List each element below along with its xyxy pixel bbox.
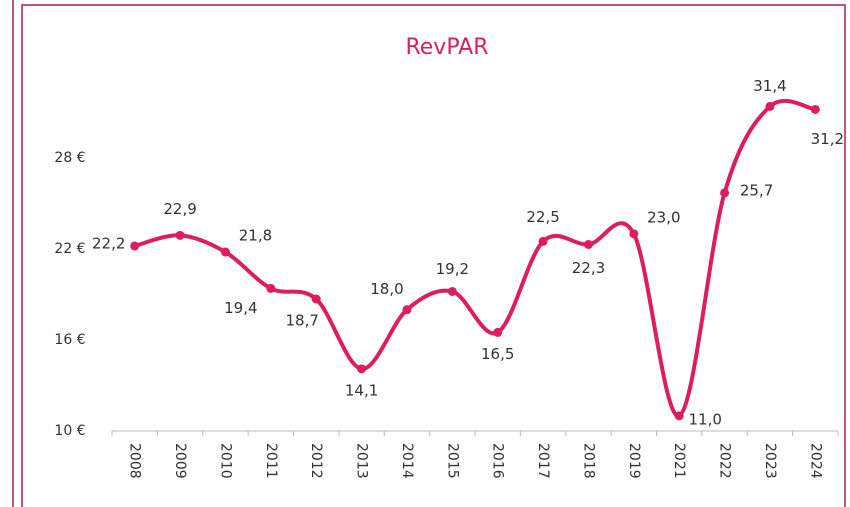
- value-label: 19,2: [436, 260, 469, 278]
- point: [720, 188, 730, 198]
- value-label: 31,2: [811, 130, 844, 148]
- x-tick-label: 2015: [444, 443, 460, 479]
- point: [629, 229, 639, 239]
- x-tick-label: 2008: [127, 443, 143, 479]
- x-tick-label: 2009: [172, 443, 188, 479]
- x-tick-label: 2019: [626, 443, 642, 479]
- frame: [21, 4, 846, 507]
- point: [402, 305, 412, 315]
- value-label: 22,3: [572, 259, 605, 277]
- x-tick-label: 2010: [217, 443, 233, 479]
- point: [220, 247, 230, 257]
- point: [311, 294, 321, 304]
- point: [674, 411, 684, 421]
- y-tick-label: 22 €: [54, 241, 85, 257]
- x-tick-label: 2013: [354, 443, 370, 479]
- y-tick-label: 10 €: [54, 423, 85, 439]
- y-tick-label: 28 €: [54, 150, 85, 166]
- point: [447, 286, 457, 296]
- point: [583, 239, 593, 249]
- point: [357, 364, 367, 374]
- value-label: 22,5: [526, 208, 559, 226]
- value-label: 19,4: [224, 299, 257, 317]
- value-label: 22,9: [163, 200, 196, 218]
- x-tick-label: 2018: [580, 443, 596, 479]
- value-label: 22,2: [92, 234, 125, 252]
- point: [765, 101, 775, 111]
- value-label: 31,4: [753, 77, 786, 95]
- x-tick-label: 2017: [535, 443, 551, 479]
- x-tick-label: 2011: [263, 443, 279, 479]
- value-label: 18,7: [285, 312, 318, 330]
- point: [810, 104, 820, 114]
- line: [132, 98, 818, 418]
- x-tick-label: 2021: [671, 443, 687, 479]
- x-tick-label: 2016: [490, 443, 506, 479]
- chart-title: RevPAR: [405, 35, 488, 60]
- x-tick-label: 2014: [399, 443, 415, 479]
- value-label: 16,5: [481, 345, 514, 363]
- value-label: 11,0: [688, 410, 721, 428]
- point: [493, 327, 503, 337]
- point: [266, 283, 276, 293]
- point: [175, 230, 185, 240]
- value-label: 14,1: [345, 381, 378, 399]
- x-tick-label: 2023: [762, 443, 778, 479]
- x-tick-label: 2022: [717, 443, 733, 479]
- value-label: 23,0: [647, 208, 680, 226]
- value-label: 18,0: [370, 280, 403, 298]
- point: [130, 241, 140, 251]
- x-tick-label: 2024: [807, 443, 823, 479]
- value-label: 25,7: [740, 181, 773, 199]
- point: [538, 236, 548, 246]
- x-tick-label: 2012: [308, 443, 324, 479]
- value-label: 21,8: [239, 227, 272, 245]
- y-tick-label: 16 €: [54, 332, 85, 348]
